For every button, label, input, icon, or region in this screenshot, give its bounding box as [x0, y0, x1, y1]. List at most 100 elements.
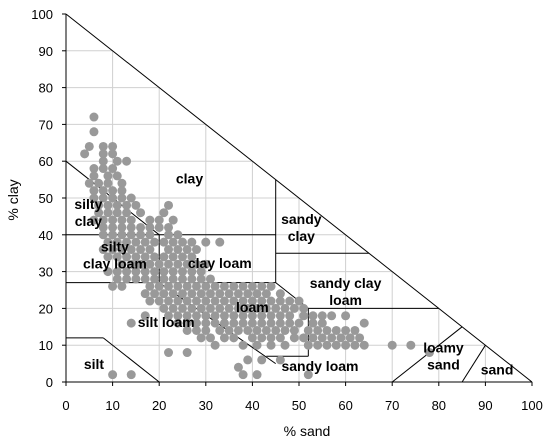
region-label-loam: loam	[236, 299, 269, 315]
data-point	[201, 296, 211, 306]
data-point	[233, 303, 243, 313]
data-point	[215, 303, 225, 313]
data-point	[191, 259, 201, 269]
data-point	[173, 296, 183, 306]
data-point	[159, 208, 169, 218]
data-point	[261, 325, 271, 335]
data-point	[122, 200, 132, 210]
data-point	[191, 311, 201, 321]
data-point	[280, 340, 290, 350]
data-point	[252, 370, 262, 380]
data-point	[201, 325, 211, 335]
data-point	[247, 296, 257, 306]
data-point	[191, 296, 201, 306]
data-point	[280, 325, 290, 335]
data-point	[122, 156, 132, 166]
data-point	[98, 156, 108, 166]
data-point	[252, 340, 262, 350]
data-point	[154, 296, 164, 306]
data-point	[271, 303, 281, 313]
data-point	[108, 141, 118, 151]
data-point	[182, 296, 192, 306]
data-point	[164, 222, 174, 232]
data-point	[266, 296, 276, 306]
data-point	[191, 245, 201, 255]
data-point	[196, 289, 206, 299]
data-point	[187, 274, 197, 284]
y-axis-label: % clay	[5, 179, 21, 220]
region-label-line: clay	[288, 228, 315, 244]
data-point	[94, 178, 104, 188]
data-point	[261, 303, 271, 313]
data-point	[196, 303, 206, 313]
data-point	[201, 237, 211, 247]
region-label-line: silt	[84, 356, 105, 372]
data-point	[289, 325, 299, 335]
data-point	[159, 252, 169, 262]
data-point	[182, 311, 192, 321]
data-point	[243, 303, 253, 313]
data-point	[271, 325, 281, 335]
data-point	[196, 333, 206, 343]
data-point	[238, 296, 248, 306]
data-point	[164, 245, 174, 255]
data-point	[164, 311, 174, 321]
y-tick-label: 20	[39, 301, 53, 316]
y-tick-label: 40	[39, 228, 53, 243]
data-point	[187, 237, 197, 247]
data-point	[117, 222, 127, 232]
data-point	[164, 230, 174, 240]
data-point	[126, 222, 136, 232]
data-point	[266, 318, 276, 328]
region-label-line: sand	[481, 362, 514, 378]
data-point	[173, 318, 183, 328]
data-point	[112, 171, 122, 181]
region-label-line: silty	[74, 196, 102, 212]
data-point	[387, 340, 397, 350]
data-point	[219, 318, 229, 328]
data-point	[173, 245, 183, 255]
region-label-line: clay loam	[188, 255, 252, 271]
data-point	[173, 281, 183, 291]
data-point	[89, 171, 99, 181]
data-point	[159, 237, 169, 247]
data-point	[122, 237, 132, 247]
data-point	[303, 370, 313, 380]
data-point	[224, 325, 234, 335]
region-label-clay-loam: clay loam	[188, 255, 252, 271]
region-label-line: silt loam	[138, 314, 195, 330]
data-point	[154, 281, 164, 291]
data-point	[219, 311, 229, 321]
data-point	[308, 333, 318, 343]
data-point	[201, 281, 211, 291]
data-point	[108, 222, 118, 232]
data-point	[178, 289, 187, 299]
data-point	[145, 230, 155, 240]
region-label-line: sand	[427, 357, 460, 373]
y-tick-label: 60	[39, 154, 53, 169]
data-point	[257, 311, 267, 321]
data-point	[159, 303, 169, 313]
data-point	[131, 274, 141, 284]
data-point	[145, 245, 155, 255]
data-point	[299, 333, 309, 343]
data-point	[126, 259, 136, 269]
data-point	[219, 296, 229, 306]
data-point	[285, 318, 295, 328]
data-point	[313, 340, 323, 350]
y-tick-label: 80	[39, 81, 53, 96]
data-point	[126, 370, 136, 380]
data-point	[122, 267, 132, 277]
data-point	[257, 296, 267, 306]
region-label-line: clay loam	[83, 255, 147, 271]
data-point	[257, 318, 267, 328]
data-point	[178, 303, 187, 313]
data-point	[103, 252, 113, 262]
data-point	[327, 311, 337, 321]
data-point	[238, 340, 248, 350]
data-point	[182, 318, 192, 328]
data-point	[89, 193, 99, 203]
data-point	[350, 340, 360, 350]
data-point	[406, 340, 416, 350]
data-point	[140, 267, 150, 277]
